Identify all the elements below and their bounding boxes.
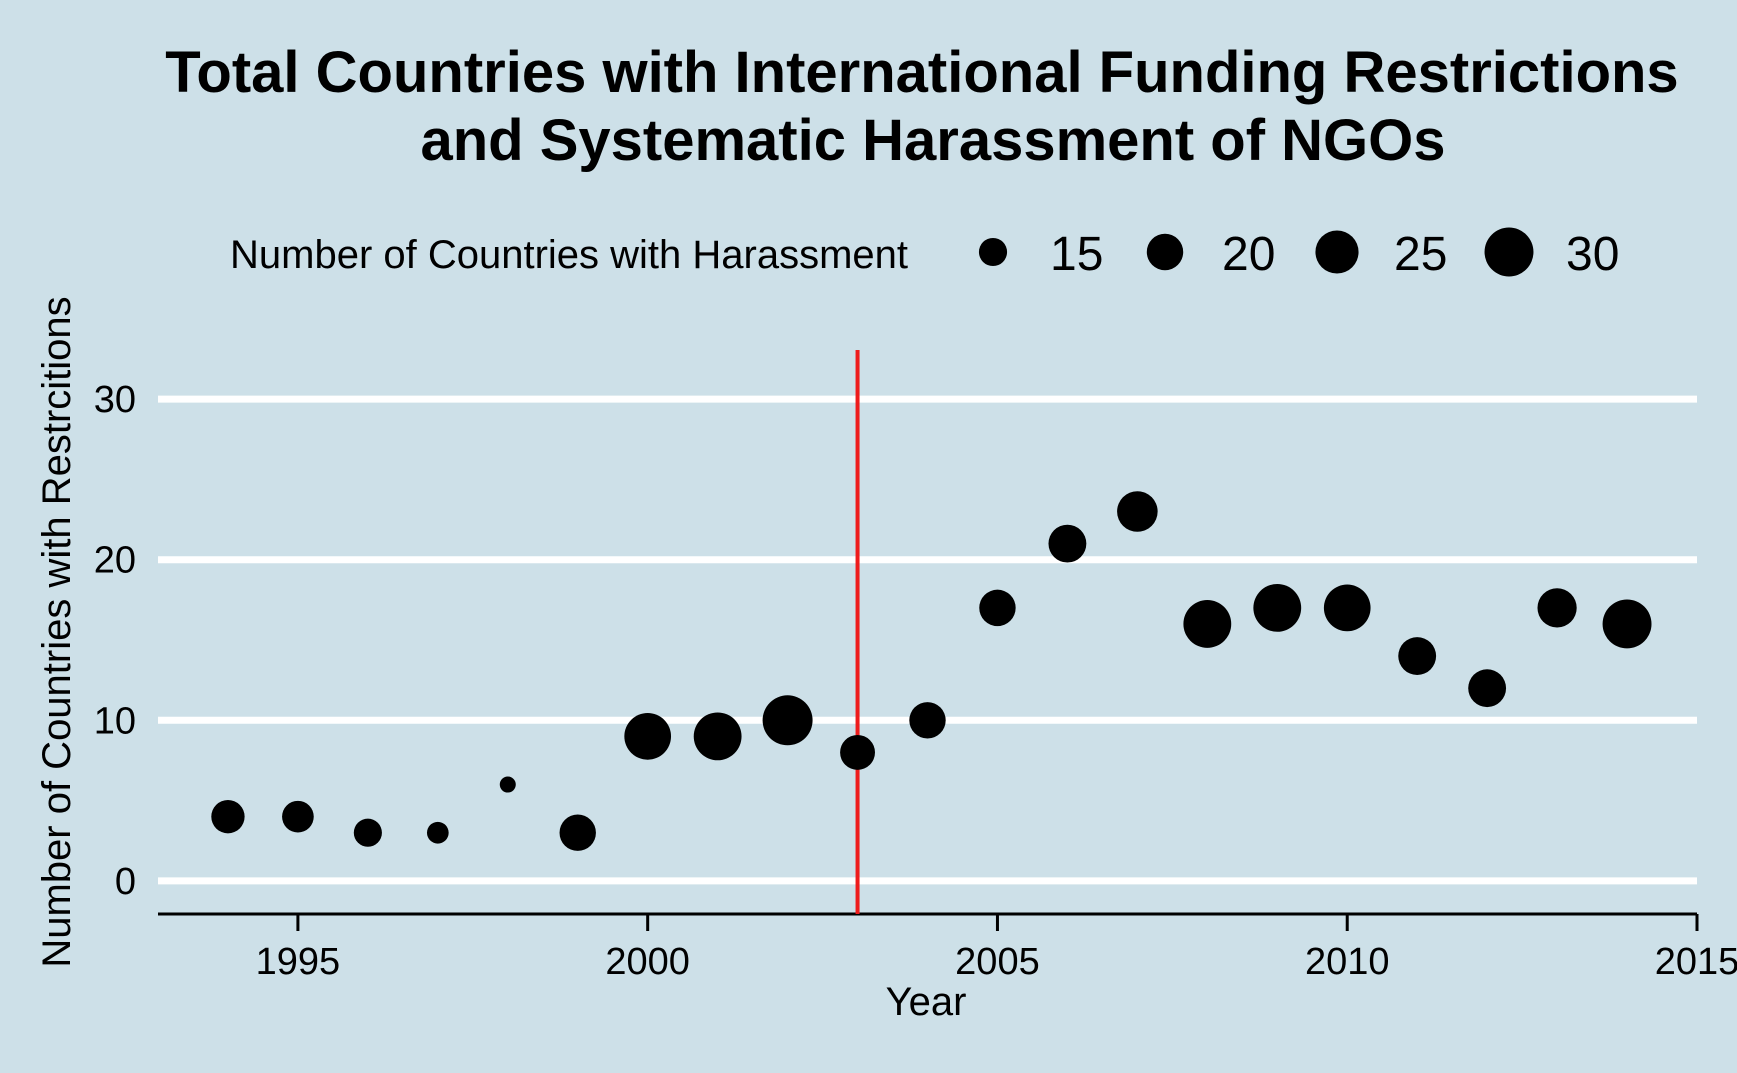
x-tick-label-2000: 2000	[605, 941, 690, 983]
x-tick-label-2015: 2015	[1655, 941, 1737, 983]
legend-key-20	[1146, 233, 1184, 271]
legend-label-20: 20	[1222, 228, 1275, 281]
y-tick-label-10: 10	[94, 700, 136, 742]
point-2013	[1537, 588, 1577, 628]
legend-title: Number of Countries with Harassment	[230, 233, 908, 277]
point-1994	[211, 800, 245, 834]
point-2014	[1602, 599, 1652, 649]
x-tick-label-2005: 2005	[955, 941, 1040, 983]
chart-title: Total Countries with International Fundi…	[165, 40, 1678, 173]
legend-label-15: 15	[1050, 228, 1103, 281]
point-2009	[1253, 583, 1302, 632]
title-line-1: Total Countries with International Fundi…	[165, 40, 1678, 105]
point-2004	[909, 702, 946, 739]
point-1996	[353, 818, 382, 847]
data-points	[211, 491, 1652, 851]
title-line-2: and Systematic Harassment of NGOs	[420, 108, 1445, 173]
point-2006	[1048, 524, 1087, 563]
point-2007	[1117, 491, 1158, 532]
y-tick-label-0: 0	[115, 861, 136, 903]
point-2002	[762, 695, 813, 746]
point-1999	[559, 814, 596, 851]
point-2000	[624, 713, 672, 760]
x-axis-title: Year	[886, 980, 967, 1024]
axes: 0 10 20 30 1995 2000 2005 2010 2015	[94, 379, 1737, 983]
legend-label-25: 25	[1394, 228, 1447, 281]
point-2010	[1323, 584, 1371, 632]
point-1995	[282, 800, 314, 833]
point-2005	[979, 589, 1016, 627]
point-2008	[1183, 600, 1232, 648]
point-2003	[840, 734, 875, 770]
point-1997	[426, 821, 449, 844]
y-axis-title: Number of Countries with Restrcitions	[35, 296, 79, 967]
legend-key-25	[1315, 230, 1359, 274]
legend-label-30: 30	[1566, 228, 1619, 281]
point-2011	[1398, 637, 1437, 675]
point-2001	[693, 712, 742, 761]
legend-key-15	[978, 237, 1008, 267]
point-2012	[1468, 669, 1507, 708]
grid-lines	[158, 395, 1697, 885]
legend: Number of Countries with Harassment 15 20…	[230, 227, 1619, 281]
legend-key-30	[1484, 227, 1534, 277]
x-tick-label-1995: 1995	[256, 941, 341, 983]
x-tick-label-2010: 2010	[1305, 941, 1390, 983]
y-tick-label-30: 30	[94, 379, 136, 421]
y-tick-label-20: 20	[94, 540, 136, 582]
point-1998	[499, 776, 516, 793]
